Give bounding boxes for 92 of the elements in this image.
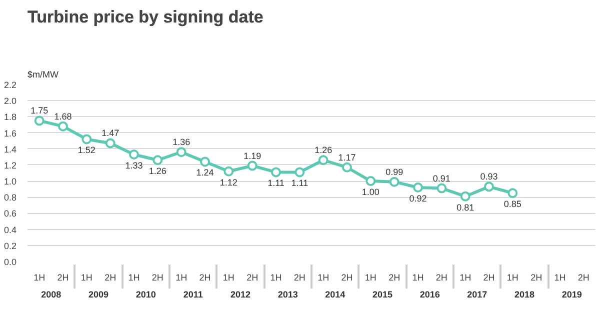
x-tick-label: 2H (199, 272, 211, 282)
x-tick-label: 2H (246, 272, 258, 282)
y-axis-title: $m/MW (28, 70, 59, 80)
text: 2019 (562, 290, 582, 300)
x-tick-label: 1H (412, 272, 424, 282)
x-tick-label: 1H (222, 272, 234, 282)
x-tick-label: 1H (318, 272, 330, 282)
text: 2012 (230, 290, 251, 300)
text: 2014 (325, 290, 346, 300)
data-label: 1.26 (314, 145, 332, 156)
y-tick-label: 1.0 (4, 176, 17, 187)
data-label: 1.33 (125, 160, 143, 170)
x-tick-label: 1H (34, 272, 46, 282)
x-tick-label: 1H (128, 272, 140, 282)
x-tick-label: 1H (176, 272, 188, 282)
x-tick-label: 1H (506, 272, 518, 282)
text: 2008 (41, 290, 62, 300)
point (508, 188, 518, 198)
text: 2010 (136, 290, 156, 300)
text: 2018 (514, 290, 535, 300)
text: 2009 (88, 290, 109, 300)
point (176, 147, 186, 158)
text: 2013 (278, 290, 298, 300)
point (436, 183, 447, 194)
x-tick-label: 2H (341, 272, 353, 282)
y-tick-label: 0.6 (4, 208, 17, 219)
point (34, 116, 44, 126)
chart-title: Turbine price by signing date (28, 8, 264, 26)
point (413, 182, 423, 192)
x-tick-label: 1H (80, 272, 92, 282)
x-tick-label: 2H (57, 272, 69, 282)
x-tick-label: 2H (578, 272, 590, 282)
text: 2016 (420, 290, 440, 300)
data-label: 1.24 (196, 168, 214, 178)
y-tick-label: 1.2 (4, 160, 17, 170)
point (460, 191, 470, 202)
data-label: 1.11 (291, 178, 308, 188)
y-tick-label: 1.6 (4, 128, 17, 138)
point (129, 150, 139, 160)
x-tick-label: 1H (554, 272, 566, 282)
data-label: 1.12 (220, 177, 238, 188)
text: 2015 (372, 290, 393, 300)
point (271, 167, 281, 178)
y-tick-label: 0.2 (4, 240, 17, 251)
data-label: 1.68 (54, 111, 72, 122)
point (484, 182, 494, 192)
point (200, 156, 210, 167)
text: 2011 (183, 290, 203, 300)
x-tick-label: 2H (104, 272, 116, 282)
data-label: 0.99 (386, 166, 404, 177)
point (105, 138, 116, 148)
data-label: 1.00 (362, 187, 380, 198)
text: 2017 (467, 290, 488, 300)
x-tick-label: 2H (388, 272, 400, 282)
data-label: 1.36 (172, 137, 190, 148)
data-label: 1.52 (78, 145, 96, 156)
data-label: 0.93 (480, 172, 498, 182)
point (247, 160, 258, 171)
x-tick-label: 2H (294, 272, 306, 282)
point (58, 121, 68, 132)
point (224, 166, 234, 176)
y-tick-label: 0.0 (4, 257, 17, 267)
y-tick-label: 0.8 (4, 192, 17, 203)
data-label: 1.75 (30, 106, 48, 116)
data-label: 1.17 (338, 152, 356, 162)
x-tick-label: 2H (530, 272, 542, 282)
data-label: 1.11 (268, 178, 284, 188)
data-label: 0.85 (504, 199, 522, 210)
point (342, 162, 352, 172)
x-tick-label: 2H (483, 272, 495, 282)
x-tick-label: 1H (460, 272, 472, 282)
point (294, 167, 305, 178)
y-tick-label: 0.4 (4, 224, 17, 235)
point (366, 176, 376, 186)
y-tick-label: 1.4 (4, 144, 17, 154)
data-label: 1.19 (244, 150, 262, 161)
point (152, 155, 163, 166)
y-tick-label: 2.0 (4, 96, 17, 106)
x-tick-label: 1H (364, 272, 376, 282)
data-label: 0.91 (432, 173, 450, 184)
y-tick-label: 2.2 (4, 80, 17, 90)
data-label: 1.26 (148, 166, 166, 176)
x-tick-label: 1H (270, 272, 282, 282)
x-tick-label: 2H (436, 272, 448, 282)
point (389, 176, 400, 187)
y-tick-label: 1.8 (4, 112, 17, 122)
data-label: 0.92 (409, 193, 427, 204)
data-label: 1.47 (102, 128, 120, 138)
point (318, 155, 328, 166)
point (82, 134, 92, 144)
x-tick-label: 2H (152, 272, 164, 282)
data-label: 0.81 (456, 202, 474, 212)
